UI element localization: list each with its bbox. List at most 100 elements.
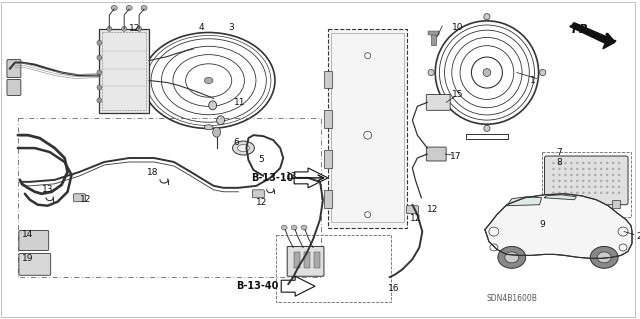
Ellipse shape [97, 85, 102, 90]
Ellipse shape [612, 162, 614, 164]
Text: 1: 1 [530, 76, 536, 85]
Ellipse shape [552, 162, 555, 164]
Bar [99, 29, 149, 113]
Ellipse shape [582, 174, 584, 176]
Text: B-13-10: B-13-10 [251, 173, 293, 183]
Text: 19: 19 [22, 254, 33, 263]
Ellipse shape [594, 168, 596, 170]
Ellipse shape [564, 162, 566, 164]
Ellipse shape [505, 252, 518, 263]
Ellipse shape [204, 125, 213, 130]
Ellipse shape [612, 186, 614, 188]
Text: 16: 16 [388, 284, 399, 293]
FancyBboxPatch shape [545, 156, 628, 205]
FancyBboxPatch shape [19, 253, 51, 275]
Ellipse shape [576, 186, 579, 188]
FancyBboxPatch shape [252, 190, 264, 198]
Text: SDN4B1600B: SDN4B1600B [487, 294, 538, 303]
Ellipse shape [564, 168, 566, 170]
Text: 12: 12 [428, 205, 438, 214]
Bar [324, 110, 332, 128]
Ellipse shape [570, 168, 573, 170]
Ellipse shape [301, 225, 307, 230]
Ellipse shape [594, 186, 596, 188]
Ellipse shape [582, 180, 584, 182]
Text: 5: 5 [259, 155, 264, 164]
Ellipse shape [618, 168, 620, 170]
Text: FR.: FR. [572, 23, 593, 36]
Text: 14: 14 [22, 230, 33, 239]
Ellipse shape [612, 174, 614, 176]
Ellipse shape [594, 180, 596, 182]
Text: 18: 18 [147, 168, 159, 177]
Ellipse shape [558, 180, 561, 182]
Ellipse shape [612, 168, 614, 170]
Ellipse shape [618, 174, 620, 176]
Bar [324, 70, 332, 88]
Bar [276, 234, 390, 302]
FancyBboxPatch shape [426, 94, 450, 110]
Bar [331, 33, 404, 222]
Text: 7: 7 [556, 148, 562, 157]
Ellipse shape [564, 191, 566, 194]
Ellipse shape [552, 174, 555, 176]
Ellipse shape [606, 162, 609, 164]
Bar [304, 252, 310, 268]
Ellipse shape [576, 180, 579, 182]
Ellipse shape [97, 70, 102, 75]
Ellipse shape [570, 191, 573, 194]
Ellipse shape [97, 55, 102, 60]
Ellipse shape [558, 186, 561, 188]
Ellipse shape [606, 180, 609, 182]
Ellipse shape [552, 180, 555, 182]
FancyBboxPatch shape [19, 231, 49, 250]
Ellipse shape [618, 191, 620, 194]
Ellipse shape [600, 186, 602, 188]
Text: 9: 9 [540, 219, 545, 229]
Ellipse shape [606, 186, 609, 188]
Ellipse shape [483, 69, 491, 77]
Polygon shape [281, 276, 315, 296]
Ellipse shape [576, 174, 579, 176]
Ellipse shape [498, 247, 525, 268]
Text: B-13-40: B-13-40 [236, 281, 278, 291]
Ellipse shape [588, 162, 591, 164]
Text: 6: 6 [234, 138, 239, 147]
Ellipse shape [590, 247, 618, 268]
Polygon shape [507, 197, 541, 206]
Ellipse shape [111, 5, 117, 11]
Ellipse shape [558, 191, 561, 194]
Bar [102, 32, 146, 110]
Ellipse shape [540, 70, 546, 76]
Ellipse shape [588, 186, 591, 188]
Ellipse shape [594, 162, 596, 164]
Ellipse shape [608, 226, 620, 238]
Ellipse shape [558, 162, 561, 164]
Ellipse shape [582, 168, 584, 170]
Ellipse shape [588, 174, 591, 176]
Ellipse shape [558, 168, 561, 170]
Ellipse shape [594, 191, 596, 194]
Ellipse shape [600, 174, 602, 176]
Bar [548, 200, 556, 208]
Ellipse shape [484, 14, 490, 20]
Text: 2: 2 [636, 232, 640, 241]
Ellipse shape [618, 162, 620, 164]
Ellipse shape [588, 180, 591, 182]
Ellipse shape [612, 191, 614, 194]
Ellipse shape [600, 180, 602, 182]
Ellipse shape [107, 26, 112, 31]
Ellipse shape [600, 168, 602, 170]
FancyBboxPatch shape [7, 79, 21, 95]
Bar [328, 29, 408, 227]
Ellipse shape [564, 174, 566, 176]
Ellipse shape [281, 225, 287, 230]
Ellipse shape [291, 225, 297, 230]
Ellipse shape [216, 116, 225, 125]
Ellipse shape [97, 40, 102, 45]
Ellipse shape [552, 191, 555, 194]
Text: 17: 17 [450, 152, 461, 161]
Polygon shape [570, 23, 616, 49]
Ellipse shape [594, 174, 596, 176]
Text: 13: 13 [42, 185, 53, 194]
